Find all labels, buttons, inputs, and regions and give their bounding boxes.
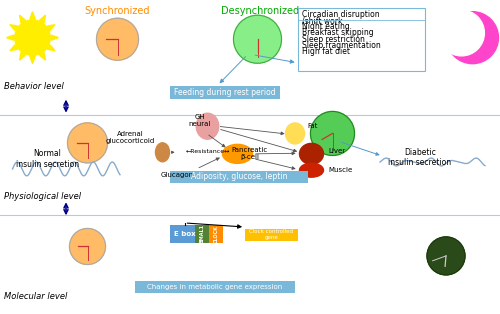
Ellipse shape — [300, 143, 324, 164]
Text: /shift work: /shift work — [302, 17, 342, 26]
Bar — [170, 225, 199, 243]
Text: Normal
insulin secretion: Normal insulin secretion — [16, 149, 79, 169]
Text: Glucagon: Glucagon — [161, 171, 194, 178]
Ellipse shape — [15, 20, 50, 55]
Text: Fat: Fat — [308, 122, 318, 129]
Text: Circadian disruption: Circadian disruption — [302, 10, 379, 19]
Ellipse shape — [70, 229, 106, 264]
Text: Feeding during rest period: Feeding during rest period — [174, 88, 276, 97]
Text: Behavior level: Behavior level — [4, 82, 64, 91]
Ellipse shape — [196, 113, 219, 139]
Ellipse shape — [286, 123, 304, 144]
Ellipse shape — [156, 143, 170, 162]
Polygon shape — [51, 35, 59, 40]
Polygon shape — [48, 25, 55, 31]
Text: Desynchronized: Desynchronized — [221, 6, 299, 16]
Polygon shape — [20, 15, 26, 23]
Text: Breakfast skipping: Breakfast skipping — [302, 28, 373, 37]
Text: ←Resistance↔: ←Resistance↔ — [186, 149, 230, 154]
Ellipse shape — [427, 237, 465, 275]
Ellipse shape — [446, 12, 498, 64]
Bar — [245, 229, 298, 241]
Ellipse shape — [222, 144, 252, 163]
Text: Synchronized: Synchronized — [85, 6, 150, 16]
Text: E box: E box — [174, 231, 196, 237]
Bar — [170, 86, 280, 99]
Text: Sleep fragmentation: Sleep fragmentation — [302, 41, 380, 50]
Text: Adiposity, glucose, leptin: Adiposity, glucose, leptin — [190, 172, 287, 181]
Polygon shape — [40, 15, 46, 23]
Bar — [298, 8, 425, 71]
Ellipse shape — [310, 111, 354, 155]
Text: Clock controlled
gene: Clock controlled gene — [249, 230, 293, 240]
Polygon shape — [30, 12, 35, 19]
Bar — [170, 171, 308, 183]
Ellipse shape — [96, 18, 138, 60]
Polygon shape — [30, 56, 35, 64]
Text: Liver: Liver — [328, 148, 345, 154]
Text: High fat diet: High fat diet — [302, 47, 350, 56]
Polygon shape — [6, 35, 14, 40]
Text: BMAL1: BMAL1 — [200, 225, 204, 243]
Polygon shape — [10, 25, 18, 31]
Ellipse shape — [68, 123, 108, 163]
Text: Adrenal
glucocorticoid: Adrenal glucocorticoid — [106, 131, 154, 144]
Text: Molecular level: Molecular level — [4, 292, 68, 301]
Text: Pancreatic
β-cell: Pancreatic β-cell — [232, 147, 268, 160]
Bar — [195, 225, 209, 243]
Text: CLOCK: CLOCK — [214, 225, 218, 243]
Text: Muscle: Muscle — [328, 166, 353, 173]
Bar — [209, 225, 223, 243]
Ellipse shape — [300, 163, 324, 177]
Ellipse shape — [234, 15, 281, 63]
Polygon shape — [48, 45, 55, 51]
Polygon shape — [40, 52, 46, 60]
Polygon shape — [20, 52, 26, 60]
Bar — [135, 281, 295, 293]
Text: Diabetic
insulin secretion: Diabetic insulin secretion — [388, 148, 452, 167]
Text: Physiological level: Physiological level — [4, 192, 81, 201]
Text: Changes in metabolic gene expression: Changes in metabolic gene expression — [148, 284, 282, 290]
Ellipse shape — [438, 10, 484, 56]
Text: Sleep restriction: Sleep restriction — [302, 35, 364, 44]
Text: Night eating: Night eating — [302, 22, 349, 31]
Text: GH
neural: GH neural — [189, 114, 211, 127]
Polygon shape — [10, 45, 18, 51]
